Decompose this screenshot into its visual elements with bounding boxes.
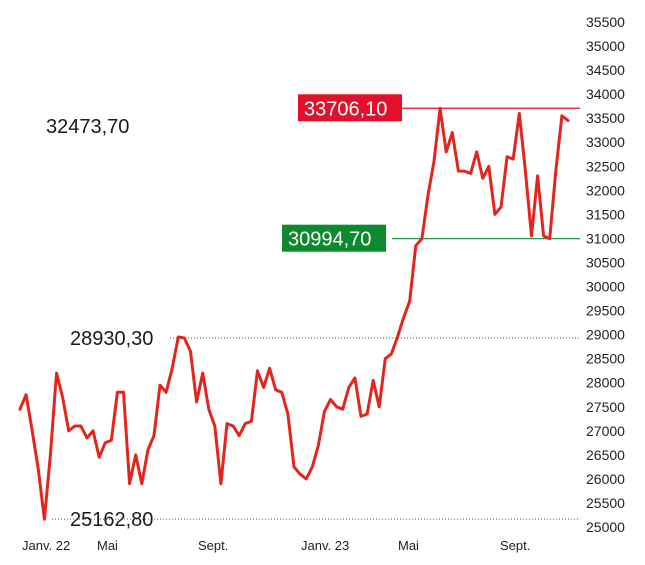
annotation-label: 25162,80 (70, 509, 153, 531)
y-tick-label: 35500 (586, 14, 625, 30)
x-tick-label: Sept. (198, 538, 228, 553)
y-tick-label: 32500 (586, 158, 625, 174)
y-tick-label: 28000 (586, 375, 625, 391)
value-box (282, 224, 386, 252)
x-tick-label: Janv. 22 (22, 538, 70, 553)
value-box (298, 94, 402, 122)
y-tick-label: 28500 (586, 351, 625, 367)
y-tick-label: 32000 (586, 182, 625, 198)
y-tick-label: 30500 (586, 254, 625, 270)
annotation-label: 32473,70 (46, 116, 129, 138)
y-tick-label: 33500 (586, 110, 625, 126)
x-tick-label: Sept. (500, 538, 530, 553)
y-tick-label: 29000 (586, 327, 625, 343)
y-axis-ticks: 35500 35000 34500 34000 33500 33000 32500 32000… (586, 14, 625, 535)
y-tick-label: 34500 (586, 62, 625, 78)
y-tick-label: 26500 (586, 447, 625, 463)
y-tick-label: 33000 (586, 134, 625, 150)
y-tick-label: 25500 (586, 495, 625, 511)
y-tick-label: 27500 (586, 399, 625, 415)
annotation-label: 30994,70 (288, 229, 371, 251)
y-tick-label: 34000 (586, 86, 625, 102)
x-axis-ticks: Janv. 22 Mai Sept. Janv. 23 Mai Sept. (22, 538, 530, 553)
y-tick-label: 27000 (586, 423, 625, 439)
y-tick-label: 31500 (586, 206, 625, 222)
x-tick-label: Mai (97, 538, 118, 553)
y-tick-label: 31000 (586, 230, 625, 246)
y-tick-label: 30000 (586, 279, 625, 295)
x-tick-label: Mai (398, 538, 419, 553)
y-tick-label: 35000 (586, 38, 625, 54)
y-tick-label: 26000 (586, 471, 625, 487)
annotation-label: 33706,10 (304, 98, 387, 120)
y-tick-label: 29500 (586, 303, 625, 319)
y-tick-label: 25000 (586, 519, 625, 535)
annotation-label: 28930,30 (70, 328, 153, 350)
series-line (18, 106, 570, 521)
series-layer (18, 106, 570, 521)
annotations: 32473,70 28930,30 25162,80 33706,10 30994,70 (46, 94, 402, 531)
x-tick-label: Janv. 23 (301, 538, 349, 553)
